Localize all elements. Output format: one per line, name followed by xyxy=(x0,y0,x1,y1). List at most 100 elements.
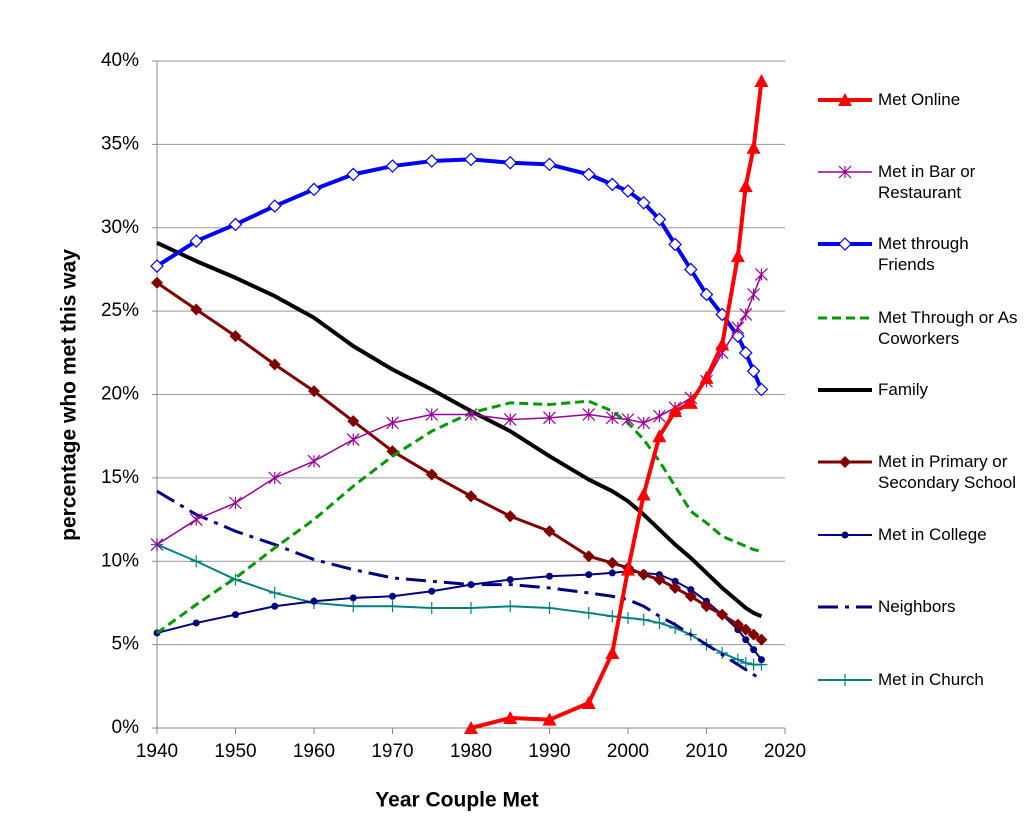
marker xyxy=(731,321,745,335)
marker xyxy=(228,217,243,232)
marker xyxy=(428,587,436,595)
series xyxy=(464,74,769,734)
marker xyxy=(385,159,400,173)
marker xyxy=(189,234,204,248)
series xyxy=(150,152,769,397)
marker xyxy=(608,569,616,577)
marker xyxy=(386,600,399,613)
marker xyxy=(582,408,596,421)
y-tick-label: 20% xyxy=(101,384,139,405)
marker xyxy=(504,510,517,523)
marker xyxy=(582,550,595,563)
marker xyxy=(581,695,596,709)
x-tick-label: 1940 xyxy=(136,741,178,762)
marker xyxy=(543,601,556,614)
legend-marker xyxy=(839,674,851,686)
marker xyxy=(232,611,239,619)
marker xyxy=(346,433,360,446)
marker xyxy=(738,345,753,360)
marker xyxy=(582,606,595,619)
series-line xyxy=(156,543,762,666)
series-line xyxy=(156,489,763,681)
marker xyxy=(683,262,698,277)
legend-marker xyxy=(838,93,852,106)
legend-label: Met in Bar or Restaurant xyxy=(878,162,976,202)
series xyxy=(156,489,763,681)
marker xyxy=(467,581,475,589)
marker xyxy=(739,623,752,636)
marker xyxy=(386,416,399,430)
marker xyxy=(755,268,768,281)
legend-marker xyxy=(839,456,851,468)
marker xyxy=(683,395,698,409)
marker xyxy=(151,276,163,289)
marker xyxy=(637,416,651,430)
marker xyxy=(605,411,619,425)
marker xyxy=(606,610,619,623)
series-line xyxy=(155,157,764,391)
marker xyxy=(739,308,753,321)
legend-label: Neighbors xyxy=(878,597,956,616)
x-tick-label: 1970 xyxy=(371,741,413,762)
marker xyxy=(425,468,438,481)
marker xyxy=(229,496,242,510)
x-tick-label: 2020 xyxy=(764,741,806,762)
marker xyxy=(731,618,744,631)
marker xyxy=(585,571,593,579)
series-line xyxy=(156,240,763,619)
y-tick-label: 10% xyxy=(101,550,139,571)
marker xyxy=(652,409,666,423)
marker xyxy=(605,645,620,659)
marker xyxy=(716,608,729,621)
marker xyxy=(671,577,679,585)
marker xyxy=(346,167,361,182)
marker xyxy=(542,712,557,726)
marker xyxy=(750,646,758,654)
marker xyxy=(669,581,682,594)
marker xyxy=(746,140,761,154)
y-tick-label: 25% xyxy=(101,300,139,321)
marker xyxy=(425,408,439,421)
marker xyxy=(699,287,714,302)
legend-marker xyxy=(838,237,852,251)
marker xyxy=(738,179,753,193)
marker xyxy=(268,586,281,599)
marker xyxy=(637,613,650,626)
marker xyxy=(747,288,761,301)
marker xyxy=(425,601,438,614)
marker xyxy=(389,592,396,600)
series-line xyxy=(156,274,763,546)
marker xyxy=(605,177,620,192)
marker xyxy=(668,404,683,418)
marker xyxy=(465,490,477,503)
marker xyxy=(637,568,650,581)
y-tick-label: 30% xyxy=(101,217,139,238)
marker xyxy=(189,513,203,526)
legend-label: Met Online xyxy=(878,90,961,109)
marker xyxy=(754,74,769,88)
legend-marker xyxy=(841,531,849,539)
marker xyxy=(465,601,477,614)
marker xyxy=(503,710,518,724)
x-tick-label: 2010 xyxy=(685,741,727,762)
y-tick-label: 5% xyxy=(112,634,140,655)
legend-label: Met in College xyxy=(878,525,987,544)
marker xyxy=(730,249,745,263)
legend-label: Met in Church xyxy=(878,670,984,689)
y-tick-label: 40% xyxy=(101,50,139,71)
marker xyxy=(464,152,478,167)
marker xyxy=(739,656,752,669)
marker xyxy=(464,721,478,734)
y-tick-label: 0% xyxy=(112,717,140,738)
marker xyxy=(715,337,730,351)
marker xyxy=(757,656,765,664)
series xyxy=(151,276,768,646)
marker xyxy=(424,154,439,168)
marker xyxy=(622,611,634,624)
marker xyxy=(755,633,768,646)
marker xyxy=(606,556,619,569)
marker xyxy=(268,471,282,485)
marker xyxy=(754,382,769,397)
legend-label: Met through Friends xyxy=(878,234,969,274)
x-tick-label: 1990 xyxy=(528,741,570,762)
